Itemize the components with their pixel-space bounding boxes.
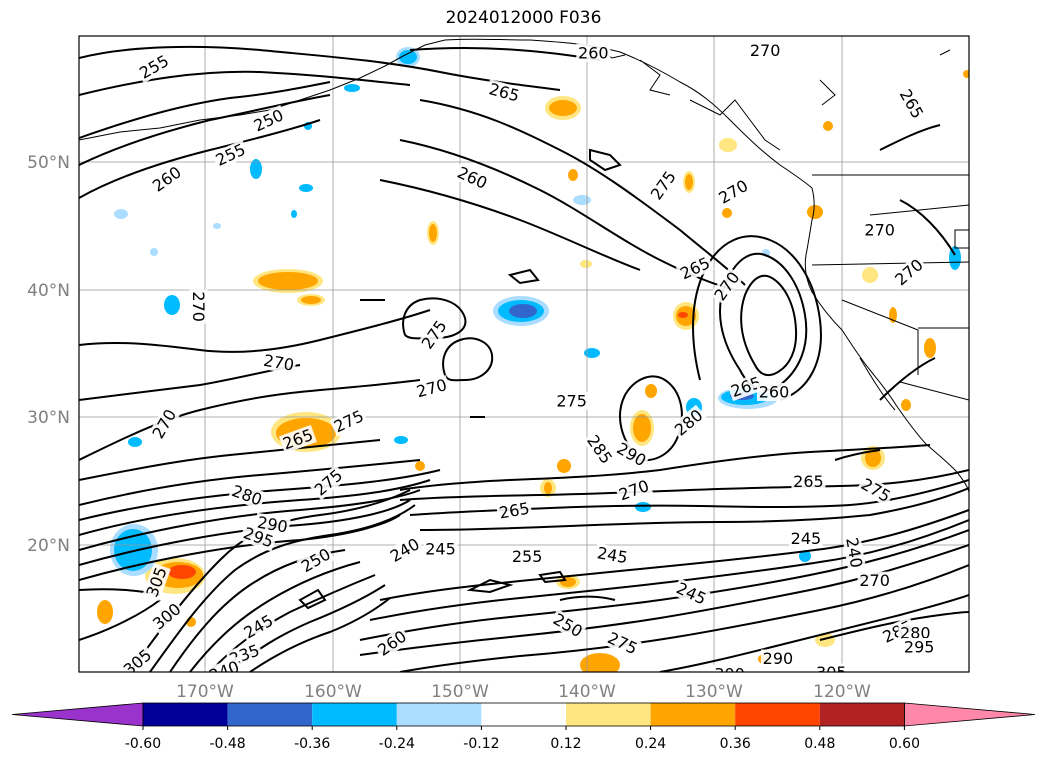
contour-label-text: 270 (750, 41, 781, 60)
contour-label: 265 (895, 84, 928, 124)
contour-label: 270 (412, 375, 451, 401)
contour-label: 280 (898, 624, 933, 643)
contour-label-text: 300 (714, 664, 745, 683)
contour-label: 275 (554, 391, 589, 410)
plot-area (79, 36, 969, 672)
contour-label: 305 (814, 663, 849, 682)
colorbar-segment (819, 703, 905, 726)
colorbar-tick-label: -0.60 (125, 736, 161, 752)
lon-label-140w: 140°W (558, 682, 616, 702)
contour-label: 265 (675, 252, 715, 284)
contour-label-text: 295 (904, 638, 935, 657)
longitude-labels: 170°W 160°W 150°W 140°W 130°W 120°W (176, 682, 871, 702)
contour-label-text: 260 (578, 43, 609, 62)
colorbar-extend-max (904, 702, 1036, 727)
colorbar-tick-label: 0.12 (550, 736, 581, 752)
contour-label: 270 (189, 289, 208, 324)
contour-label: 265 (485, 79, 523, 106)
lon-label-130w: 130°W (685, 682, 743, 702)
contour-label-text: 245 (425, 539, 456, 558)
colorbar: -0.60 -0.48 -0.36 -0.24 -0.12 0.12 0.24 0.36 0.4… (11, 702, 1036, 752)
contour-label-text: 290 (763, 649, 794, 668)
colorbar-tick-label: -0.36 (294, 736, 330, 752)
contour-label-text: 265 (793, 472, 824, 491)
lat-label-40: 40°N (27, 281, 70, 301)
contour-label: 260 (757, 383, 791, 402)
contour-label: 265 (791, 472, 826, 491)
colorbar-segment (312, 703, 397, 726)
colorbar-tick-label: 0.60 (889, 736, 920, 752)
map-title: 2024012000 F036 (445, 8, 602, 28)
contour-label: 245 (594, 543, 631, 567)
lat-label-30: 30°N (27, 408, 70, 428)
lat-label-20: 20°N (27, 536, 70, 556)
contour-label: 270 (614, 475, 654, 505)
colorbar-frame (142, 702, 905, 727)
colorbar-segment (227, 703, 313, 726)
lat-label-50: 50°N (27, 153, 70, 173)
colorbar-segment (566, 703, 651, 726)
contour-label-text: 270 (864, 221, 895, 240)
contour-label-text: 305 (816, 663, 847, 682)
contour-label-text: 270 (859, 571, 890, 590)
lon-label-150w: 150°W (431, 682, 489, 702)
contour-label: 290 (760, 649, 795, 668)
contour-label: 240 (842, 534, 866, 572)
lon-label-170w: 170°W (176, 682, 234, 702)
contour-label: 250 (296, 544, 336, 577)
contour-label: 265 (495, 499, 533, 523)
contour-label: 270 (857, 571, 892, 590)
colorbar-tick-label: 0.48 (804, 736, 835, 752)
contour-label-text: 280 (900, 624, 931, 643)
colorbar-tick-label: 0.36 (720, 736, 751, 752)
contour-label: 310 (128, 676, 166, 705)
lon-label-160w: 160°W (304, 682, 362, 702)
colorbar-segment (481, 703, 566, 726)
contour-label-text: 295 (500, 676, 533, 700)
contour-label: 295 (499, 675, 536, 700)
colorbar-tick-label: -0.24 (379, 736, 415, 752)
contour-label: 270 (748, 41, 783, 60)
latitude-labels: 50°N 40°N 30°N 20°N (27, 153, 70, 556)
plot-frame (78, 35, 970, 673)
contour-label: 270 (862, 221, 897, 240)
contour-label: 260 (576, 43, 611, 62)
contour-label: 245 (423, 539, 458, 558)
contour-label: 295 (902, 638, 937, 657)
colorbar-tick-label: -0.12 (463, 736, 499, 752)
colorbar-segment (396, 703, 482, 726)
contour-label-text: 275 (556, 391, 587, 410)
colorbar-segment (143, 703, 228, 726)
colorbar-tick-label: 0.24 (635, 736, 666, 752)
contour-label: 300 (712, 664, 747, 683)
lon-label-120w: 120°W (813, 682, 871, 702)
colorbar-tick-label: -0.48 (209, 736, 245, 752)
contour-label: 270 (890, 254, 928, 291)
colorbar-segment (735, 703, 820, 726)
contour-label: 255 (510, 547, 545, 566)
contour-label-text: 260 (759, 383, 790, 402)
contour-label-text: 310 (130, 676, 165, 704)
contour-label-text: 270 (189, 291, 208, 322)
contour-label-text: 255 (512, 547, 543, 566)
contour-label-text: 245 (791, 529, 822, 548)
colorbar-segment (650, 703, 736, 726)
contour-label: 245 (788, 529, 823, 548)
colorbar-extend-min (11, 702, 144, 727)
